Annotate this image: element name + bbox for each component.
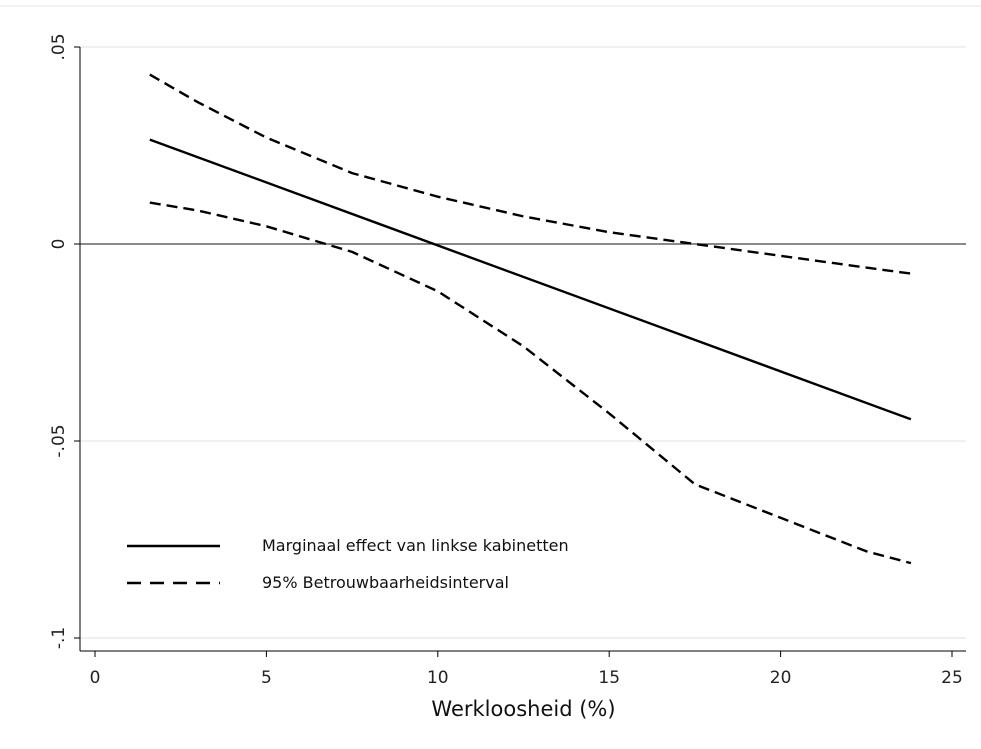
legend: Marginaal effect van linkse kabinetten 95… bbox=[127, 536, 569, 592]
x-tick-label: 5 bbox=[261, 668, 272, 688]
marginal-effect-line bbox=[149, 138, 912, 421]
legend-label: 95% Betrouwbaarheidsinterval bbox=[262, 573, 509, 592]
confidence-interval-line bbox=[149, 73, 912, 275]
confidence-interval-line bbox=[149, 201, 912, 565]
x-tick-label: 15 bbox=[598, 668, 620, 688]
series-lines bbox=[149, 73, 912, 565]
y-tick-label: 0 bbox=[49, 239, 69, 250]
x-tick-label: 10 bbox=[427, 668, 449, 688]
x-axis-title: Werkloosheid (%) bbox=[431, 697, 615, 721]
x-tick-label: 25 bbox=[941, 668, 963, 688]
x-axis-ticks: 0 5 10 15 20 25 bbox=[90, 651, 963, 688]
x-tick-label: 20 bbox=[770, 668, 792, 688]
y-axis-ticks: .05 0 -.05 -.1 bbox=[49, 33, 80, 649]
x-tick-label: 0 bbox=[90, 668, 101, 688]
y-tick-label: -.05 bbox=[49, 424, 69, 457]
y-tick-label: .05 bbox=[49, 33, 69, 60]
legend-label: Marginaal effect van linkse kabinetten bbox=[262, 536, 569, 555]
y-tick-label: -.1 bbox=[49, 627, 69, 649]
